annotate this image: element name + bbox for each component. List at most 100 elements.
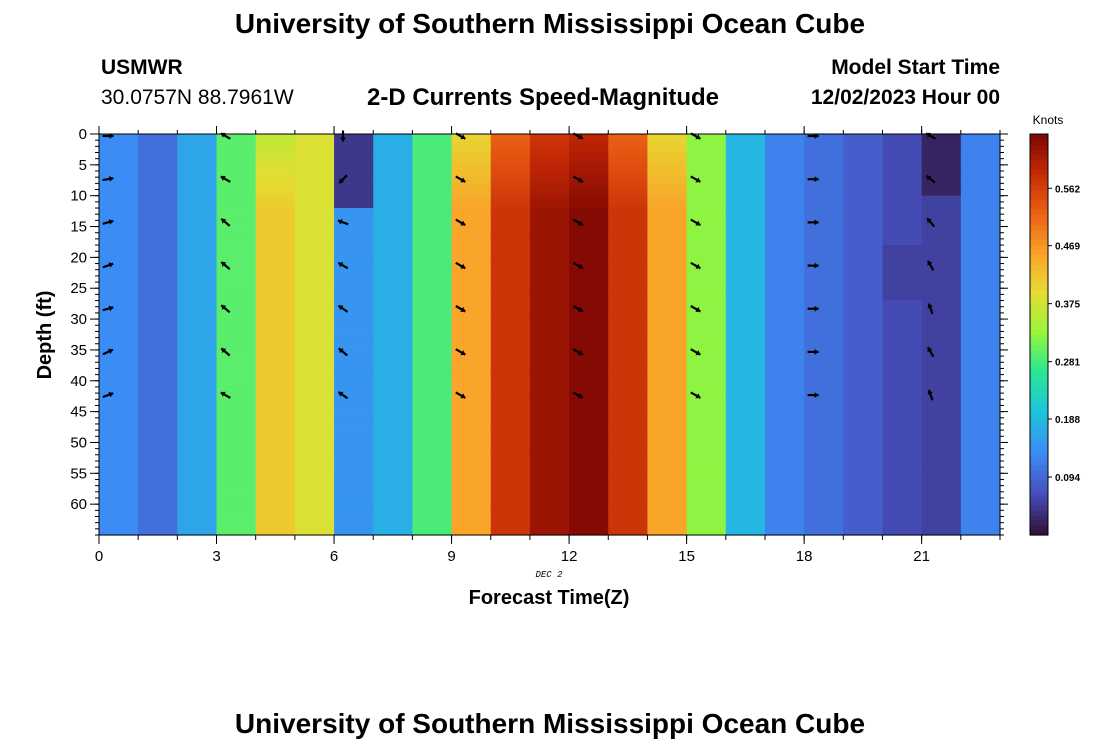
- colorbar-tick-label: 0.375: [1055, 300, 1080, 311]
- heatmap-cell: [843, 183, 884, 191]
- heatmap-cell: [686, 399, 727, 407]
- heatmap-cell: [255, 183, 296, 191]
- heatmap-cell: [99, 442, 139, 450]
- colorbar-segment: [1030, 239, 1048, 245]
- heatmap-cell: [608, 411, 649, 419]
- heatmap-cell: [843, 362, 884, 370]
- heatmap-cell: [412, 479, 453, 487]
- heatmap-cell: [960, 158, 1001, 166]
- heatmap-cell: [608, 282, 649, 289]
- heatmap-cell: [99, 343, 139, 351]
- heatmap-cell: [99, 158, 139, 166]
- heatmap-cell: [138, 386, 178, 394]
- heatmap-cell: [725, 368, 766, 376]
- heatmap-cell: [216, 331, 257, 339]
- heatmap-cell: [725, 522, 766, 530]
- colorbar-segment: [1030, 479, 1048, 486]
- heatmap-cell: [843, 356, 884, 363]
- heatmap-cell: [843, 232, 884, 240]
- heatmap-cell: [647, 337, 688, 345]
- heatmap-cell: [608, 140, 649, 147]
- heatmap-cell: [412, 177, 453, 184]
- heatmap-cell: [451, 263, 492, 271]
- heatmap-cell: [804, 497, 844, 505]
- heatmap-cell: [608, 189, 649, 197]
- heatmap-cell: [686, 479, 727, 487]
- heatmap-cell: [412, 251, 453, 258]
- heatmap-cell: [647, 325, 688, 333]
- heatmap-cell: [843, 245, 884, 252]
- heatmap-cell: [843, 460, 884, 468]
- heatmap-cell: [608, 386, 649, 394]
- heatmap-cell: [294, 195, 335, 203]
- heatmap-cell: [373, 177, 413, 184]
- heatmap-cell: [882, 393, 923, 400]
- heatmap-cell: [412, 331, 453, 339]
- heatmap-cell: [529, 208, 570, 215]
- heatmap-cell: [138, 201, 178, 209]
- heatmap-cell: [138, 460, 178, 468]
- heatmap-cell: [451, 164, 492, 172]
- heatmap-cell: [529, 306, 570, 314]
- colorbar-segment: [1030, 519, 1048, 526]
- current-vector-arrow: [925, 174, 936, 184]
- heatmap-cell: [99, 325, 139, 333]
- heatmap-cell: [373, 269, 413, 277]
- heatmap-cell: [99, 208, 139, 215]
- heatmap-cell: [882, 417, 923, 425]
- heatmap-cell: [764, 245, 805, 252]
- heatmap-cell: [569, 442, 609, 450]
- heatmap-cell: [294, 430, 335, 437]
- heatmap-cell: [882, 343, 923, 351]
- heatmap-cell: [216, 405, 257, 413]
- current-vector-arrow: [690, 348, 701, 356]
- heatmap-cell: [529, 177, 570, 184]
- heatmap-cell: [412, 164, 453, 172]
- heatmap-cell: [138, 491, 178, 499]
- heatmap-cell: [138, 189, 178, 197]
- heatmap-cell: [334, 158, 374, 166]
- heatmap-cell: [451, 504, 492, 511]
- heatmap-cell: [725, 325, 766, 333]
- heatmap-cell: [529, 356, 570, 363]
- heatmap-cell: [960, 263, 1001, 271]
- x-tick-label: 12: [561, 548, 578, 565]
- heatmap-cell: [647, 510, 688, 518]
- heatmap-cell: [686, 337, 727, 345]
- heatmap-cell: [647, 183, 688, 191]
- heatmap-cell: [647, 201, 688, 209]
- heatmap-cell: [412, 300, 453, 308]
- heatmap-cell: [529, 485, 570, 493]
- heatmap-cell: [608, 522, 649, 530]
- colorbar-segment: [1030, 169, 1048, 175]
- heatmap-cell: [804, 263, 844, 271]
- heatmap-cell: [608, 312, 649, 320]
- heatmap-cell: [608, 177, 649, 184]
- heatmap-cell: [138, 454, 178, 462]
- heatmap-cell: [608, 485, 649, 493]
- heatmap-cell: [529, 251, 570, 258]
- heatmap-cell: [373, 510, 413, 518]
- heatmap-cell: [804, 325, 844, 333]
- heatmap-cell: [725, 331, 766, 339]
- heatmap-cell: [725, 436, 766, 444]
- heatmap-cell: [255, 356, 296, 363]
- heatmap-cell: [804, 140, 844, 147]
- heatmap-cell: [804, 374, 844, 382]
- heatmap-cell: [921, 448, 962, 456]
- heatmap-cell: [334, 497, 374, 505]
- heatmap-cell: [921, 189, 962, 197]
- heatmap-cell: [529, 380, 570, 388]
- heatmap-cell: [921, 417, 962, 425]
- heatmap-cell: [451, 448, 492, 456]
- x-axis-label: Forecast Time(Z): [469, 587, 630, 609]
- heatmap-cell: [647, 504, 688, 511]
- colorbar-segment: [1030, 499, 1048, 506]
- heatmap-cell: [177, 140, 218, 147]
- current-vector-arrow: [690, 175, 701, 183]
- heatmap-cell: [804, 195, 844, 203]
- heatmap-cell: [764, 171, 805, 178]
- heatmap-cell: [177, 386, 218, 394]
- heatmap-cell: [921, 349, 962, 357]
- colorbar-segment: [1030, 314, 1048, 321]
